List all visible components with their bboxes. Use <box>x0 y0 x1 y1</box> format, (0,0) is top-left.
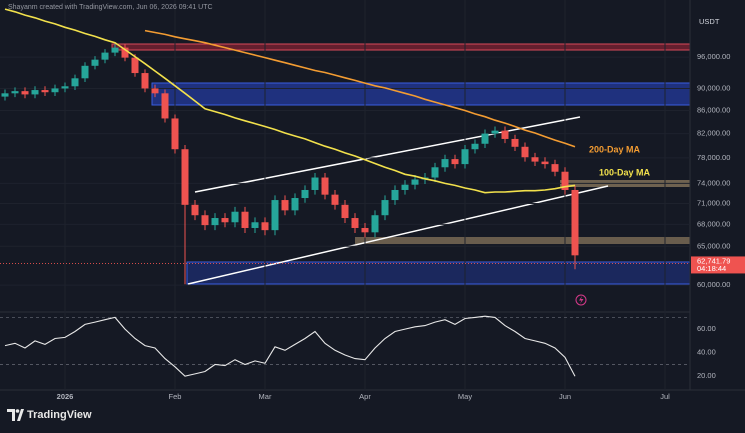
y-tick-label: 68,000.00 <box>697 219 730 228</box>
candle-body <box>191 204 199 216</box>
y-tick-label: 90,000.00 <box>697 83 730 92</box>
candle-body <box>561 171 569 190</box>
candle-body <box>311 177 319 190</box>
y-tick-label: 78,000.00 <box>697 153 730 162</box>
event-icon <box>575 294 587 306</box>
brand-logo <box>7 409 24 421</box>
candle-body <box>181 149 189 205</box>
x-tick-label: Jul <box>660 392 670 401</box>
candle-body <box>101 52 109 60</box>
candle-body <box>431 167 439 178</box>
event-icon <box>579 296 584 304</box>
y-tick-label: 40.00 <box>697 348 716 357</box>
candle-body <box>411 179 419 185</box>
demand-zone <box>186 261 691 285</box>
candle-body <box>351 218 359 228</box>
channel-line <box>194 116 581 193</box>
candle-body <box>91 59 99 66</box>
candle-body <box>331 194 339 205</box>
candle-body <box>221 218 229 223</box>
candle-body <box>521 146 529 158</box>
y-tick-label: 71,000.00 <box>697 198 730 207</box>
candle-body <box>141 73 149 89</box>
candle-body <box>111 47 119 53</box>
candle-body <box>41 90 49 93</box>
candle-body <box>571 189 579 256</box>
candle-body <box>161 93 169 119</box>
channel-line <box>187 185 609 285</box>
brand: TradingView <box>27 409 92 421</box>
candle-body <box>21 91 29 95</box>
y-tick-label: 86,000.00 <box>697 105 730 114</box>
candle-body <box>81 65 89 79</box>
candle-body <box>301 189 309 199</box>
y-tick-label: 82,000.00 <box>697 129 730 138</box>
x-tick-label: Feb <box>169 392 182 401</box>
candle-body <box>371 215 379 233</box>
candle-body <box>441 159 449 168</box>
candle-body <box>71 78 79 87</box>
y-tick-label: 60,000.00 <box>697 280 730 289</box>
candle-body <box>231 211 239 223</box>
candle-body <box>401 184 409 190</box>
candle-body <box>121 47 129 58</box>
last-price-box <box>691 256 745 274</box>
candle-body <box>381 200 389 216</box>
candle-body <box>261 222 269 231</box>
candle-body <box>361 227 369 233</box>
ma-label: 100-Day MA <box>599 167 651 177</box>
marks: 60,000.00 65,000.00 68,000.00 71,000.00 74,0… <box>0 8 745 401</box>
moving-average <box>4 8 576 194</box>
candle-body <box>501 130 509 139</box>
x-tick-label: 2026 <box>57 392 74 401</box>
candle-body <box>151 88 159 94</box>
attribution: Shayanm created with TradingView.com, Ju… <box>8 4 213 11</box>
candle-body <box>211 218 219 226</box>
x-tick-label: Jun <box>559 392 571 401</box>
candle-body <box>481 133 489 144</box>
candle-body <box>281 200 289 211</box>
ma-label: 200-Day MA <box>589 144 641 154</box>
currency-label: USDT <box>699 17 720 26</box>
candle-body <box>171 118 179 150</box>
candle-body <box>241 211 249 228</box>
candle-body <box>61 86 69 89</box>
x-tick-label: Apr <box>359 392 371 401</box>
support-zone <box>355 237 690 244</box>
x-tick-label: May <box>458 392 472 401</box>
y-tick-label: 20.00 <box>697 371 716 380</box>
x-tick-label: Mar <box>259 392 272 401</box>
y-tick-label: 65,000.00 <box>697 241 730 250</box>
candle-body <box>531 157 539 162</box>
candle-body <box>341 204 349 219</box>
candle-body <box>541 161 549 165</box>
moving-average <box>144 29 576 148</box>
countdown-label: 04:18:44 <box>697 264 726 273</box>
y-tick-label: 60.00 <box>697 324 716 333</box>
candle-body <box>551 164 559 172</box>
candle-body <box>451 159 459 165</box>
candle-body <box>271 200 279 231</box>
y-tick-label: 96,000.00 <box>697 52 730 61</box>
candle-body <box>1 93 9 97</box>
candle-body <box>51 88 59 93</box>
candle-body <box>491 130 499 134</box>
rsi-line <box>4 315 576 377</box>
candle-body <box>291 198 299 211</box>
last-price-label: 62,741.79 <box>697 256 730 265</box>
resistance-zone <box>111 43 691 51</box>
candle-body <box>31 90 39 95</box>
candle-body <box>201 215 209 226</box>
candle-body <box>391 189 399 201</box>
candle-body <box>321 177 329 195</box>
candle-body <box>471 143 479 150</box>
candle-body <box>461 149 469 165</box>
y-tick-label: 74,000.00 <box>697 178 730 187</box>
supply-zone <box>151 82 691 106</box>
candle-body <box>11 91 19 94</box>
candle-body <box>251 222 259 228</box>
candle-body <box>131 57 139 74</box>
candle-body <box>511 138 519 147</box>
